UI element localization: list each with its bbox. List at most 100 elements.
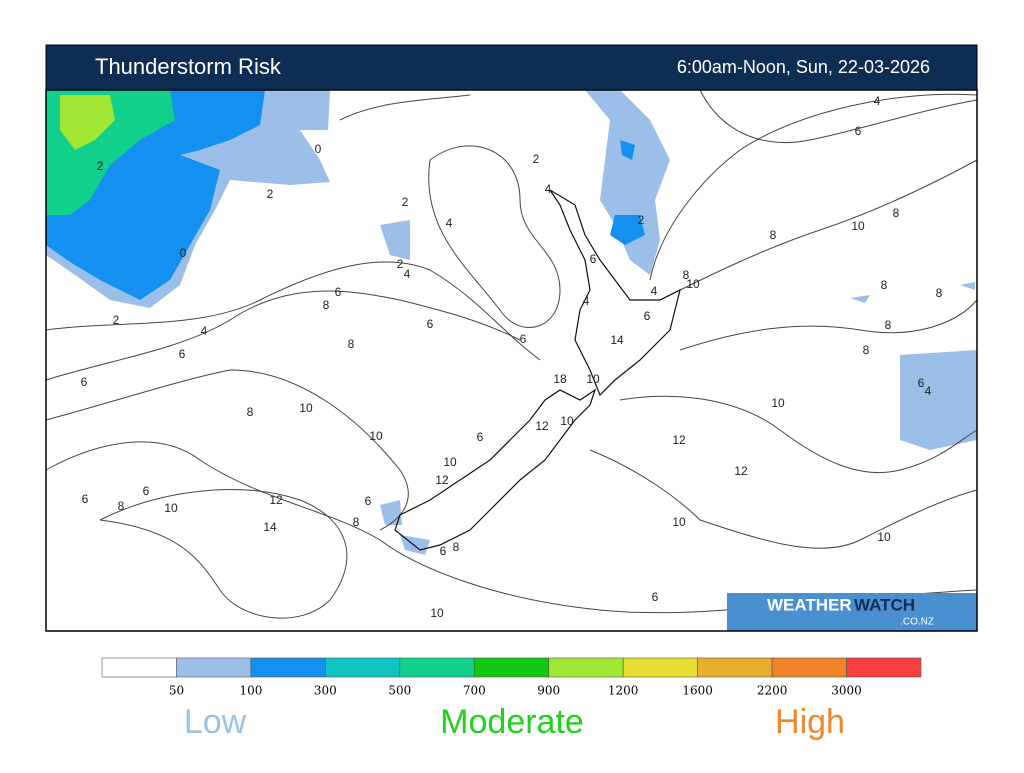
contour-label: 10	[586, 372, 600, 386]
contour-label: 6	[477, 430, 484, 444]
logo-domain: .CO.NZ	[900, 617, 934, 628]
contour-label: 6	[918, 376, 925, 390]
contour-label: 8	[936, 286, 943, 300]
contour-label: 6	[81, 375, 88, 389]
contour-label: 8	[118, 499, 125, 513]
contour-label: 8	[453, 540, 460, 554]
legend-tick: 1200	[608, 684, 639, 698]
contour-label: 8	[885, 318, 892, 332]
contour-label: 12	[535, 419, 549, 433]
contour-label: 8	[770, 228, 777, 242]
contour-label: 6	[590, 252, 597, 266]
contour-label: 2	[638, 213, 645, 227]
risk-label: Moderate	[440, 703, 584, 741]
contour-label: 8	[348, 337, 355, 351]
contour-label: 2	[97, 159, 104, 173]
contour-label: 12	[435, 473, 449, 487]
contour-label: 12	[672, 433, 686, 447]
contour-label: 10	[369, 429, 383, 443]
contour-label: 10	[672, 515, 686, 529]
header-bar	[45, 44, 978, 91]
legend-tick: 3000	[831, 684, 862, 698]
contour-label: 4	[583, 294, 590, 308]
contour-label: 6	[143, 484, 150, 498]
color-swatch	[771, 657, 847, 678]
precip	[46, 90, 977, 555]
contour-label: 8	[323, 298, 330, 312]
contour-label: 8	[353, 515, 360, 529]
contour-label: 8	[863, 343, 870, 357]
logo-part1: WEATHER	[767, 595, 852, 614]
color-swatch	[325, 657, 401, 678]
color-swatch	[101, 657, 177, 678]
contour-label: 6	[440, 544, 447, 558]
contour-label: 10	[299, 401, 313, 415]
contour-label: 0	[180, 246, 187, 260]
legend-tick: 2200	[757, 684, 788, 698]
contour-label: 6	[335, 285, 342, 299]
contours	[45, 89, 978, 619]
contour-label: 10	[771, 396, 785, 410]
contour-label: 12	[734, 464, 748, 478]
contour-label: 2	[533, 152, 540, 166]
legend-tick: 500	[388, 684, 411, 698]
contour-label: 2	[397, 257, 404, 271]
contour-label: 10	[877, 530, 891, 544]
contour-label: 10	[851, 219, 865, 233]
contour-label: 2	[113, 313, 120, 327]
contour-label: 10	[443, 455, 457, 469]
contour-label: 6	[427, 317, 434, 331]
contour-label: 4	[446, 216, 453, 230]
new-zealand	[394, 189, 681, 551]
contour-label: 4	[545, 182, 552, 196]
contour-label: 14	[263, 520, 277, 534]
logo-part2: WATCH	[854, 595, 915, 614]
legend-tick: 50	[169, 684, 184, 698]
legend-tick: 100	[239, 684, 262, 698]
contour-label: 6	[520, 332, 527, 346]
color-swatch	[697, 657, 773, 678]
contour-label: 6	[644, 309, 651, 323]
contour-label: 10	[430, 606, 444, 620]
contour-label: 8	[247, 405, 254, 419]
time-range: 6:00am-Noon, Sun, 22-03-2026	[677, 57, 930, 77]
risk-label: Low	[184, 703, 247, 741]
color-swatch	[250, 657, 326, 678]
contour-label: 6	[855, 124, 862, 138]
contour-label: 4	[874, 94, 881, 108]
contour-label: 2	[267, 187, 274, 201]
legend-tick: 900	[537, 684, 560, 698]
contour-label: 6	[179, 347, 186, 361]
legend-tick: 1600	[682, 684, 713, 698]
legend-tick: 700	[463, 684, 486, 698]
contour-label: 4	[925, 384, 932, 398]
contour-label: 18	[553, 372, 567, 386]
color-swatch	[176, 657, 252, 678]
color-swatch	[473, 657, 550, 678]
contour-label: 10	[560, 414, 574, 428]
contour-label: 8	[881, 278, 888, 292]
contour-label: 2	[402, 195, 409, 209]
risk-label: High	[775, 703, 845, 741]
legend-tick: 300	[314, 684, 337, 698]
contour-label: 8	[683, 268, 690, 282]
color-swatch	[846, 657, 922, 678]
contour-label: 4	[201, 324, 208, 338]
title: Thunderstorm Risk	[95, 54, 282, 79]
contour-label: 4	[651, 284, 658, 298]
contour-label: 6	[652, 590, 659, 604]
contour-label: 8	[893, 206, 900, 220]
contour-label: 10	[686, 277, 700, 291]
contour-label: 10	[164, 501, 178, 515]
logo-box	[727, 593, 977, 631]
color-swatch	[548, 657, 624, 678]
contour-label: 4	[404, 267, 411, 281]
contour-label: 12	[269, 493, 283, 507]
color-swatch	[399, 657, 475, 678]
contour-label: 0	[315, 142, 322, 156]
contour-label: 14	[610, 333, 624, 347]
contour-label: 6	[365, 494, 372, 508]
color-swatch	[622, 657, 698, 678]
contour-label: 6	[82, 492, 89, 506]
